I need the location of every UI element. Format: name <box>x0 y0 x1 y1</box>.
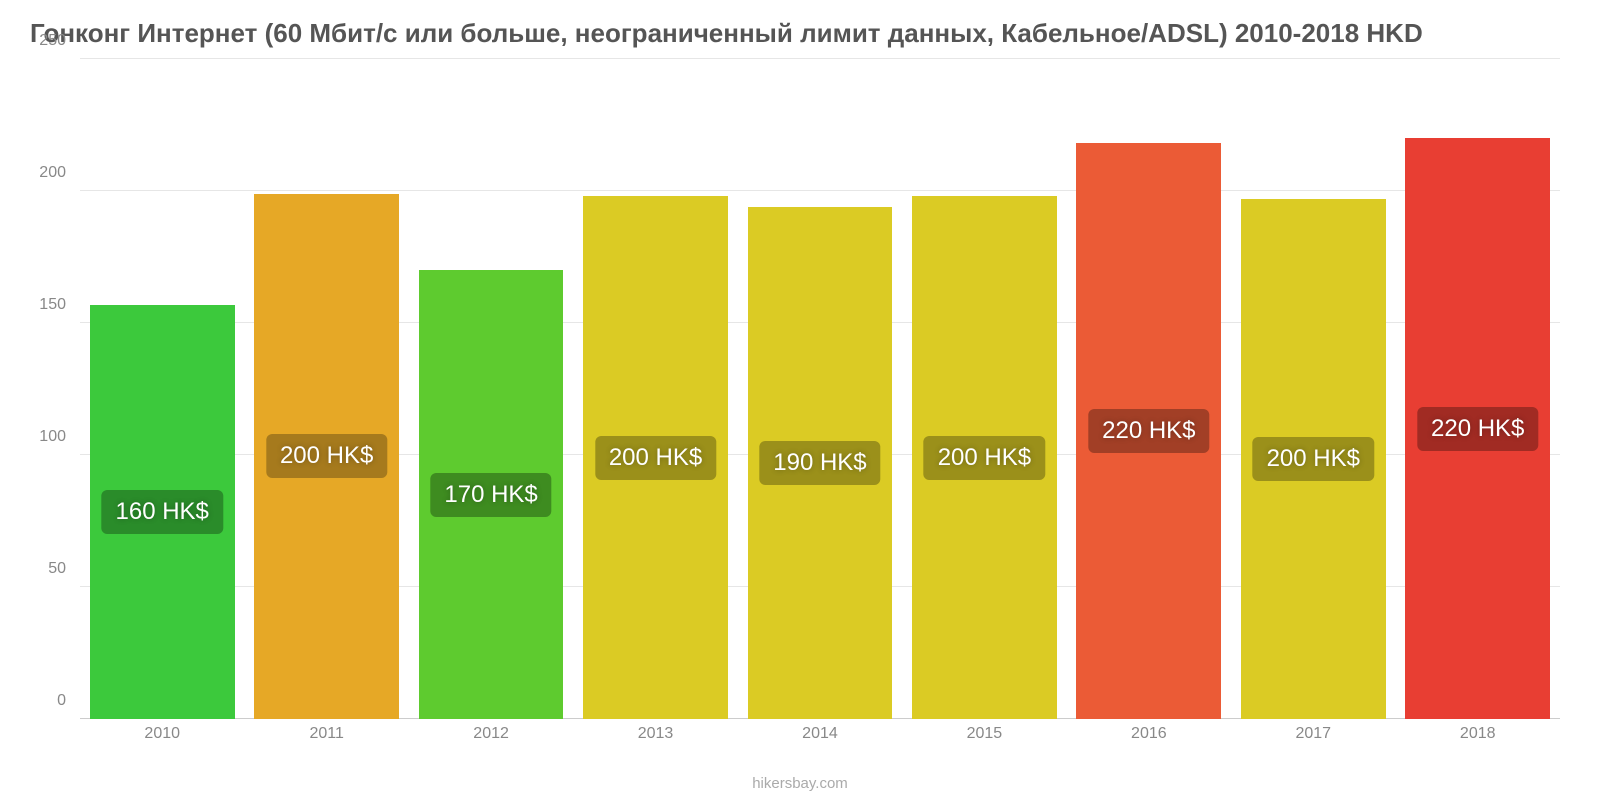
bars-group: 160 HK$ 200 HK$ 170 HK$ 200 HK$ 190 HK$ 200 H… <box>80 59 1560 719</box>
bar-slot: 200 HK$ <box>573 59 737 719</box>
bar-value-label: 200 HK$ <box>266 434 387 478</box>
x-axis-tick: 2011 <box>244 719 408 749</box>
x-axis-tick: 2018 <box>1396 719 1560 749</box>
bar: 160 HK$ <box>90 305 235 719</box>
bar-value-label: 190 HK$ <box>759 441 880 485</box>
plot-area: 050100150200250 160 HK$200 HK$170 HK$200… <box>30 59 1570 749</box>
y-axis-tick: 100 <box>39 428 66 446</box>
bar-value-label: 200 HK$ <box>595 436 716 480</box>
bar: 220 HK$ <box>1405 138 1550 719</box>
bar-slot: 170 HK$ <box>409 59 573 719</box>
y-axis-tick: 250 <box>39 32 66 50</box>
bar: 190 HK$ <box>748 207 893 719</box>
x-axis: 201020112012201320142015201620172018 <box>80 719 1560 749</box>
chart-container: Гонконг Интернет (60 Мбит/с или больше, … <box>0 0 1600 800</box>
y-axis-tick: 50 <box>48 560 66 578</box>
y-axis: 050100150200250 <box>30 59 76 749</box>
bar-slot: 200 HK$ <box>902 59 1066 719</box>
bar-slot: 160 HK$ <box>80 59 244 719</box>
chart-title: Гонконг Интернет (60 Мбит/с или больше, … <box>30 18 1570 49</box>
bar-slot: 200 HK$ <box>244 59 408 719</box>
x-axis-tick: 2015 <box>902 719 1066 749</box>
bar-value-label: 200 HK$ <box>924 436 1045 480</box>
bar: 200 HK$ <box>254 194 399 719</box>
bar-value-label: 200 HK$ <box>1253 437 1374 481</box>
x-axis-tick: 2013 <box>573 719 737 749</box>
bar-slot: 220 HK$ <box>1067 59 1231 719</box>
y-axis-tick: 0 <box>57 692 66 710</box>
bar-value-label: 160 HK$ <box>102 490 223 534</box>
bar-value-label: 220 HK$ <box>1088 409 1209 453</box>
bar-value-label: 170 HK$ <box>430 473 551 517</box>
x-axis-tick: 2014 <box>738 719 902 749</box>
bar-slot: 200 HK$ <box>1231 59 1395 719</box>
bar: 200 HK$ <box>583 196 728 719</box>
bar: 220 HK$ <box>1076 143 1221 719</box>
x-axis-tick: 2012 <box>409 719 573 749</box>
bar-slot: 220 HK$ <box>1396 59 1560 719</box>
bar-slot: 190 HK$ <box>738 59 902 719</box>
bar-value-label: 220 HK$ <box>1417 407 1538 451</box>
bar: 200 HK$ <box>912 196 1057 719</box>
x-axis-tick: 2010 <box>80 719 244 749</box>
bar: 200 HK$ <box>1241 199 1386 719</box>
x-axis-tick: 2016 <box>1067 719 1231 749</box>
y-axis-tick: 150 <box>39 296 66 314</box>
source-credit: hikersbay.com <box>0 775 1600 792</box>
bar: 170 HK$ <box>419 270 564 719</box>
y-axis-tick: 200 <box>39 164 66 182</box>
x-axis-tick: 2017 <box>1231 719 1395 749</box>
